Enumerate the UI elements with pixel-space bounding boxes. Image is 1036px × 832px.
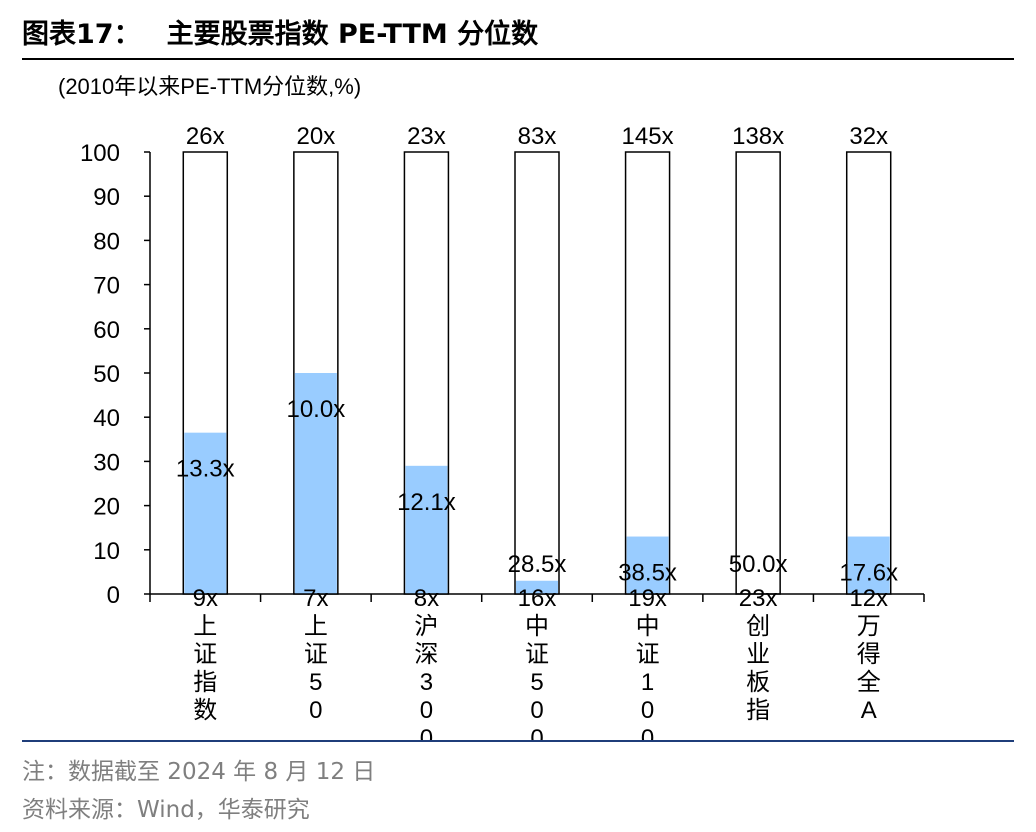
- figure-number: 图表17：: [22, 19, 141, 50]
- y-tick-label: 60: [93, 317, 120, 344]
- axes-layer: 0 10 20 30 40 50 60 70 80 90 100: [80, 140, 925, 609]
- max-pe-label: 32x: [849, 123, 888, 150]
- y-tick-label: 20: [93, 494, 120, 521]
- y-axis-label: (2010年以来PE-TTM分位数,%): [58, 74, 361, 99]
- percentile-bar: [847, 536, 890, 594]
- y-tick-label: 100: [80, 140, 120, 167]
- y-tick-label: 90: [93, 184, 120, 211]
- percentile-bar: [405, 465, 448, 594]
- min-pe-label: 9x: [193, 585, 218, 612]
- figure-title-text: 主要股票指数 PE-TTM 分位数: [166, 19, 539, 50]
- range-bar: [514, 151, 560, 595]
- max-pe-label: 23x: [407, 123, 446, 150]
- category-label: 中证1000: [636, 613, 660, 740]
- current-pe-label: 17.6x: [839, 560, 898, 587]
- current-pe-label: 50.0x: [729, 551, 788, 578]
- range-bar: [845, 151, 892, 595]
- y-tick-label: 10: [93, 538, 120, 565]
- max-pe-label: 26x: [186, 123, 225, 150]
- range-bar: [624, 151, 671, 595]
- max-pe-label: 138x: [732, 123, 784, 150]
- title-rule: [22, 58, 1014, 60]
- percentile-bar: [184, 432, 227, 594]
- y-tick-label: 40: [93, 405, 120, 432]
- y-tick-label: 80: [93, 228, 120, 255]
- min-pe-label: 12x: [849, 585, 888, 612]
- category-label: 上证指数: [193, 613, 217, 724]
- percentile-bar: [516, 580, 558, 594]
- category-label: 沪深 3 0 0: [414, 613, 438, 740]
- max-pe-label: 83x: [518, 123, 557, 150]
- range-bar: [735, 151, 781, 595]
- bars-layer: [182, 151, 892, 595]
- current-pe-label: 12.1x: [397, 489, 456, 516]
- y-tick-label: 50: [93, 361, 120, 388]
- max-pe-label: 145x: [622, 123, 674, 150]
- min-pe-label: 7x: [303, 585, 328, 612]
- percentile-bar: [626, 536, 669, 594]
- category-label: 中证 5 0 0: [525, 613, 549, 740]
- category-label: 万得全 A: [857, 613, 881, 724]
- y-tick-label: 70: [93, 273, 120, 300]
- min-pe-label: 8x: [414, 585, 439, 612]
- current-pe-label: 13.3x: [176, 456, 235, 483]
- min-pe-label: 19x: [628, 585, 667, 612]
- y-tick-label: 0: [107, 582, 120, 609]
- data-date-note: 注：数据截至 2024 年 8 月 12 日: [22, 759, 376, 785]
- min-pe-label: 16x: [518, 585, 557, 612]
- max-pe-label: 20x: [297, 123, 336, 150]
- current-pe-label: 10.0x: [286, 396, 345, 423]
- category-label: 上证 5 0: [304, 613, 328, 724]
- percentile-bar: [294, 373, 337, 594]
- y-tick-label: 30: [93, 449, 120, 476]
- figure-title: 图表17： 主要股票指数 PE-TTM 分位数: [22, 12, 538, 51]
- pe-percentile-chart: (2010年以来PE-TTM分位数,%) 0 10 20 30 40 50 60 70 80 90…: [58, 74, 925, 740]
- current-pe-label: 28.5x: [508, 551, 567, 578]
- min-pe-label: 23x: [739, 585, 778, 612]
- current-pe-label: 38.5x: [618, 560, 677, 587]
- bottom-rule: [22, 740, 1014, 742]
- category-label: 创业板指: [746, 613, 770, 724]
- source-note: 资料来源：Wind，华泰研究: [22, 797, 310, 823]
